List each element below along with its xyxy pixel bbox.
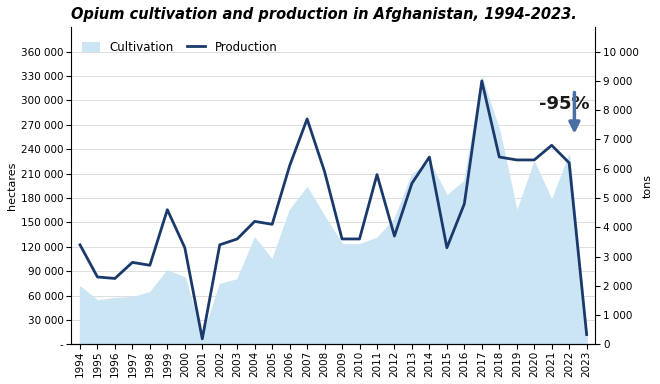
Text: -95%: -95%: [539, 95, 590, 113]
Text: Opium cultivation and production in Afghanistan, 1994-2023.: Opium cultivation and production in Afgh…: [71, 7, 577, 22]
Y-axis label: hectares: hectares: [7, 162, 17, 210]
Y-axis label: tons: tons: [643, 174, 653, 198]
Legend: Cultivation, Production: Cultivation, Production: [77, 36, 282, 59]
